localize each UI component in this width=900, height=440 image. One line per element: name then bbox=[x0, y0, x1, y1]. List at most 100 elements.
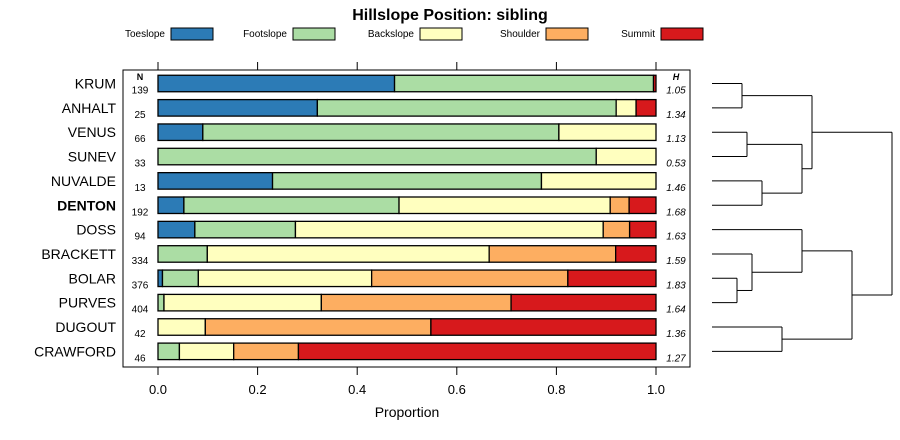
bar-row-crawford: CRAWFORD 46 1.27 bbox=[34, 342, 686, 364]
h-value-crawford: 1.27 bbox=[666, 353, 686, 364]
bar-segment-dugout-shoulder bbox=[204, 318, 432, 336]
bar-segment-venus-footslope bbox=[202, 123, 560, 142]
bar-segment-nuvalde-footslope bbox=[271, 171, 543, 190]
bar-segment-anhalt-footslope bbox=[316, 98, 617, 117]
bar-segment-brackett-shoulder bbox=[488, 245, 617, 263]
n-column-header: N bbox=[137, 72, 144, 82]
n-value-bolar: 376 bbox=[132, 280, 149, 291]
bar-segment-bolar-backslope bbox=[197, 269, 373, 288]
bar-segment-krum-toeslope bbox=[157, 74, 396, 93]
bar-row-bolar: BOLAR 376 1.83 bbox=[69, 269, 686, 291]
legend-swatch-backslope bbox=[419, 27, 463, 41]
h-value-brackett: 1.59 bbox=[666, 256, 686, 267]
n-value-sunev: 33 bbox=[134, 159, 146, 170]
legend-label-toeslope: Toeslope bbox=[125, 29, 165, 40]
bar-segment-doss-backslope bbox=[294, 220, 604, 239]
plot-frame bbox=[122, 69, 691, 368]
legend-label-footslope: Footslope bbox=[243, 29, 287, 40]
bar-segment-nuvalde-toeslope bbox=[157, 171, 274, 190]
bar-segment-bolar-toeslope bbox=[157, 269, 164, 288]
h-value-venus: 1.13 bbox=[666, 134, 686, 145]
bar-row-nuvalde: NUVALDE 13 1.46 bbox=[51, 171, 686, 194]
h-value-sunev: 0.53 bbox=[666, 159, 686, 170]
h-value-krum: 1.05 bbox=[666, 86, 686, 97]
row-label-crawford: CRAWFORD bbox=[34, 343, 116, 359]
bar-segment-denton-backslope bbox=[398, 196, 611, 215]
legend-swatch-shoulder bbox=[545, 27, 589, 41]
x-tick-label-5: 1.0 bbox=[647, 382, 665, 397]
plot-area: 0.0 0.2 0.4 0.6 0.8 1.0 N H KRUM 139 1.05 ANHALT 25 1… bbox=[34, 62, 691, 397]
bar-segment-brackett-footslope bbox=[157, 245, 208, 263]
bar-segment-krum-summit bbox=[652, 74, 657, 93]
n-value-venus: 66 bbox=[134, 134, 146, 145]
n-value-anhalt: 25 bbox=[134, 110, 146, 121]
n-value-brackett: 334 bbox=[132, 256, 149, 267]
n-value-nuvalde: 13 bbox=[134, 183, 146, 194]
row-label-brackett: BRACKETT bbox=[41, 246, 116, 262]
bar-row-anhalt: ANHALT 25 1.34 bbox=[62, 98, 686, 121]
row-label-venus: VENUS bbox=[68, 124, 116, 140]
h-value-dugout: 1.36 bbox=[666, 329, 686, 340]
bar-segment-crawford-summit bbox=[297, 342, 657, 361]
row-label-sunev: SUNEV bbox=[68, 149, 117, 165]
chart-title: Hillslope Position: sibling bbox=[352, 7, 548, 24]
h-value-nuvalde: 1.46 bbox=[666, 183, 686, 194]
bar-segment-krum-footslope bbox=[393, 74, 655, 93]
bar-segment-brackett-backslope bbox=[206, 245, 490, 263]
bar-segment-bolar-shoulder bbox=[370, 269, 569, 288]
bar-segment-crawford-backslope bbox=[178, 342, 235, 361]
legend-swatch-toeslope bbox=[170, 27, 214, 41]
bar-segment-crawford-footslope bbox=[157, 342, 181, 361]
bar-segment-crawford-shoulder bbox=[233, 342, 300, 361]
x-axis-label: Proportion bbox=[375, 404, 440, 420]
row-label-doss: DOSS bbox=[76, 222, 116, 238]
bar-segment-purves-shoulder bbox=[320, 293, 512, 312]
dendrogram bbox=[712, 83, 893, 352]
h-value-anhalt: 1.34 bbox=[666, 110, 686, 121]
bar-segment-denton-summit bbox=[628, 196, 657, 215]
n-value-denton: 192 bbox=[132, 207, 149, 218]
n-value-purves: 404 bbox=[132, 305, 149, 316]
bar-segment-doss-shoulder bbox=[602, 220, 631, 239]
x-tick-label-1: 0.2 bbox=[249, 382, 267, 397]
bar-segment-nuvalde-backslope bbox=[540, 171, 657, 190]
n-value-crawford: 46 bbox=[134, 353, 146, 364]
bar-row-dugout: DUGOUT 42 1.36 bbox=[55, 318, 686, 340]
legend: Toeslope Footslope Backslope Shoulder Summit bbox=[125, 27, 704, 41]
bar-row-venus: VENUS 66 1.13 bbox=[68, 123, 686, 145]
bar-segment-denton-shoulder bbox=[609, 196, 630, 215]
bar-segment-venus-toeslope bbox=[157, 123, 204, 142]
legend-swatch-footslope bbox=[292, 27, 336, 41]
n-value-doss: 94 bbox=[134, 232, 146, 243]
legend-label-backslope: Backslope bbox=[368, 29, 415, 40]
h-value-bolar: 1.83 bbox=[666, 280, 686, 291]
row-label-bolar: BOLAR bbox=[69, 270, 116, 286]
bar-segment-dugout-summit bbox=[430, 318, 657, 336]
bar-segment-dugout-backslope bbox=[157, 318, 206, 336]
bar-segment-doss-footslope bbox=[194, 220, 297, 239]
row-label-purves: PURVES bbox=[59, 295, 116, 311]
bar-row-purves: PURVES 404 1.64 bbox=[59, 293, 686, 316]
bar-segment-doss-toeslope bbox=[157, 220, 196, 239]
bar-segment-bolar-summit bbox=[567, 269, 657, 288]
bar-row-sunev: SUNEV 33 0.53 bbox=[68, 147, 686, 170]
n-value-dugout: 42 bbox=[134, 329, 146, 340]
x-tick-label-4: 0.8 bbox=[547, 382, 565, 397]
bar-segment-purves-backslope bbox=[163, 293, 322, 312]
x-tick-label-3: 0.6 bbox=[448, 382, 466, 397]
legend-swatch-summit bbox=[660, 27, 704, 41]
bar-row-doss: DOSS 94 1.63 bbox=[76, 220, 686, 243]
bar-segment-venus-backslope bbox=[558, 123, 657, 142]
h-column-header: H bbox=[673, 72, 680, 82]
bar-segment-doss-summit bbox=[628, 220, 657, 239]
bar-segment-anhalt-toeslope bbox=[157, 98, 319, 117]
x-tick-label-2: 0.4 bbox=[348, 382, 366, 397]
row-label-anhalt: ANHALT bbox=[62, 100, 117, 116]
bar-segment-bolar-footslope bbox=[161, 269, 199, 288]
h-value-purves: 1.64 bbox=[666, 305, 686, 316]
bar-segment-sunev-footslope bbox=[157, 147, 597, 166]
bar-segment-anhalt-backslope bbox=[615, 98, 637, 117]
h-value-denton: 1.68 bbox=[666, 207, 686, 218]
